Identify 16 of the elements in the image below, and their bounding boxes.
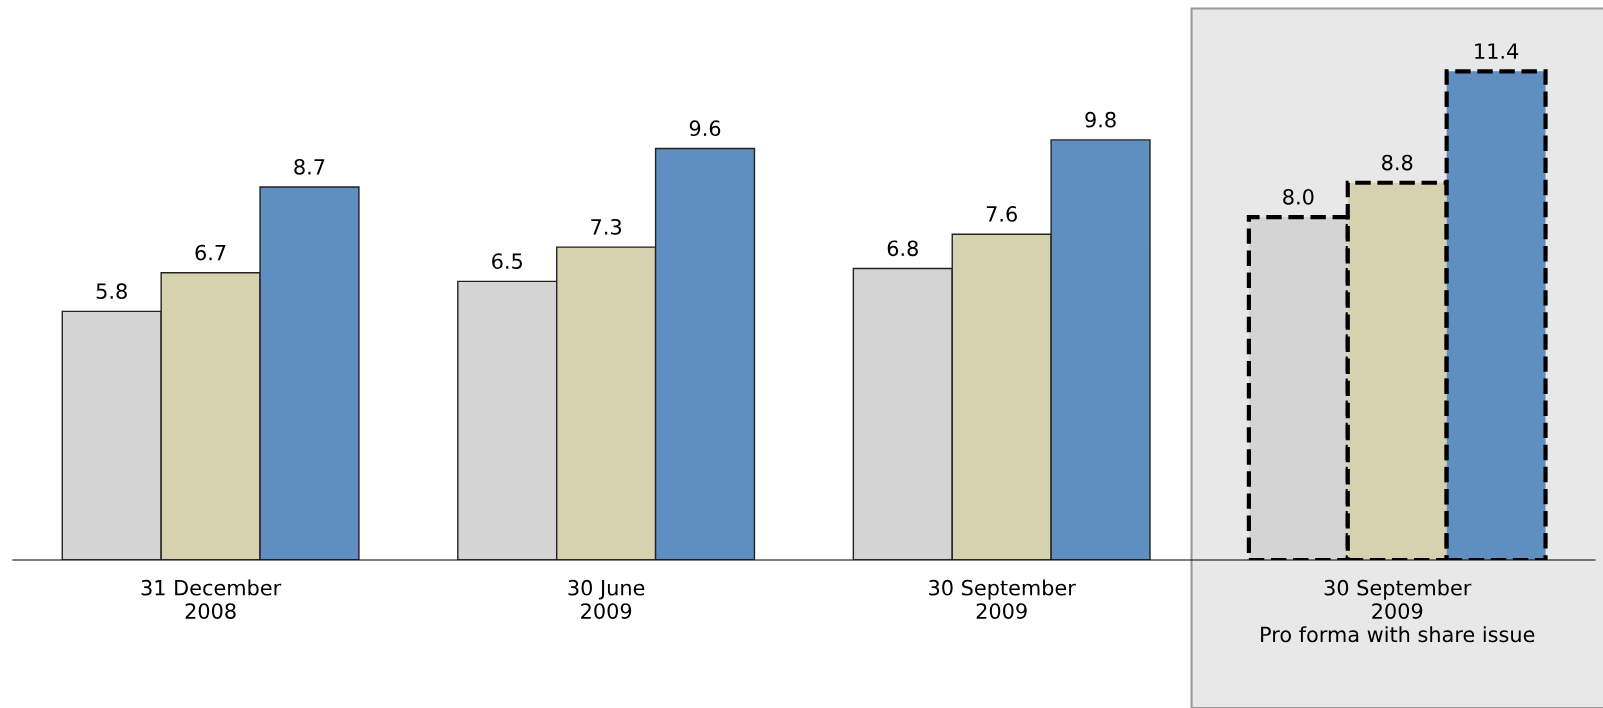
data-label: 6.5	[492, 253, 522, 270]
data-label: 8.8	[1382, 154, 1413, 171]
x-tick-label: 30 September 2009	[929, 579, 1076, 619]
data-label: 9.6	[689, 120, 721, 137]
data-label: 8.0	[1283, 188, 1314, 205]
x-tick-label: 30 June 2009	[568, 579, 645, 619]
data-label: 11.4	[1475, 43, 1519, 59]
x-tick-label: 30 September 2009 Pro forma with share issue	[1261, 579, 1535, 643]
data-label: 7.6	[986, 206, 1017, 222]
x-tick-label: 31 December 2008	[141, 579, 282, 619]
data-label: 8.7	[294, 158, 325, 175]
data-label: 6.8	[887, 240, 918, 257]
data-label: 5.8	[96, 283, 127, 300]
data-label: 7.3	[591, 218, 622, 235]
data-label: 9.8	[1085, 111, 1116, 128]
data-label: 6.7	[195, 244, 226, 261]
